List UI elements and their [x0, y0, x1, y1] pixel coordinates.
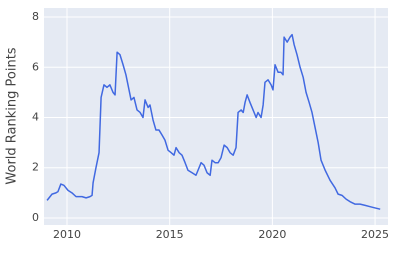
- line: [46, 33, 381, 210]
- y-tick-label: 2: [32, 161, 39, 174]
- y-tick-label: 4: [32, 111, 39, 124]
- x-tick-label: 2010: [53, 228, 81, 241]
- y-tick-label: 0: [32, 211, 39, 224]
- x-tick-label: 2025: [361, 228, 389, 241]
- y-tick-label: 8: [32, 10, 39, 23]
- y-axis-label: World Ranking Points: [5, 47, 20, 184]
- x-tick-label: 2015: [156, 228, 184, 241]
- y-tick-label: 6: [32, 60, 39, 73]
- x-tick-label: 2020: [258, 228, 286, 241]
- plot-area: [44, 8, 388, 225]
